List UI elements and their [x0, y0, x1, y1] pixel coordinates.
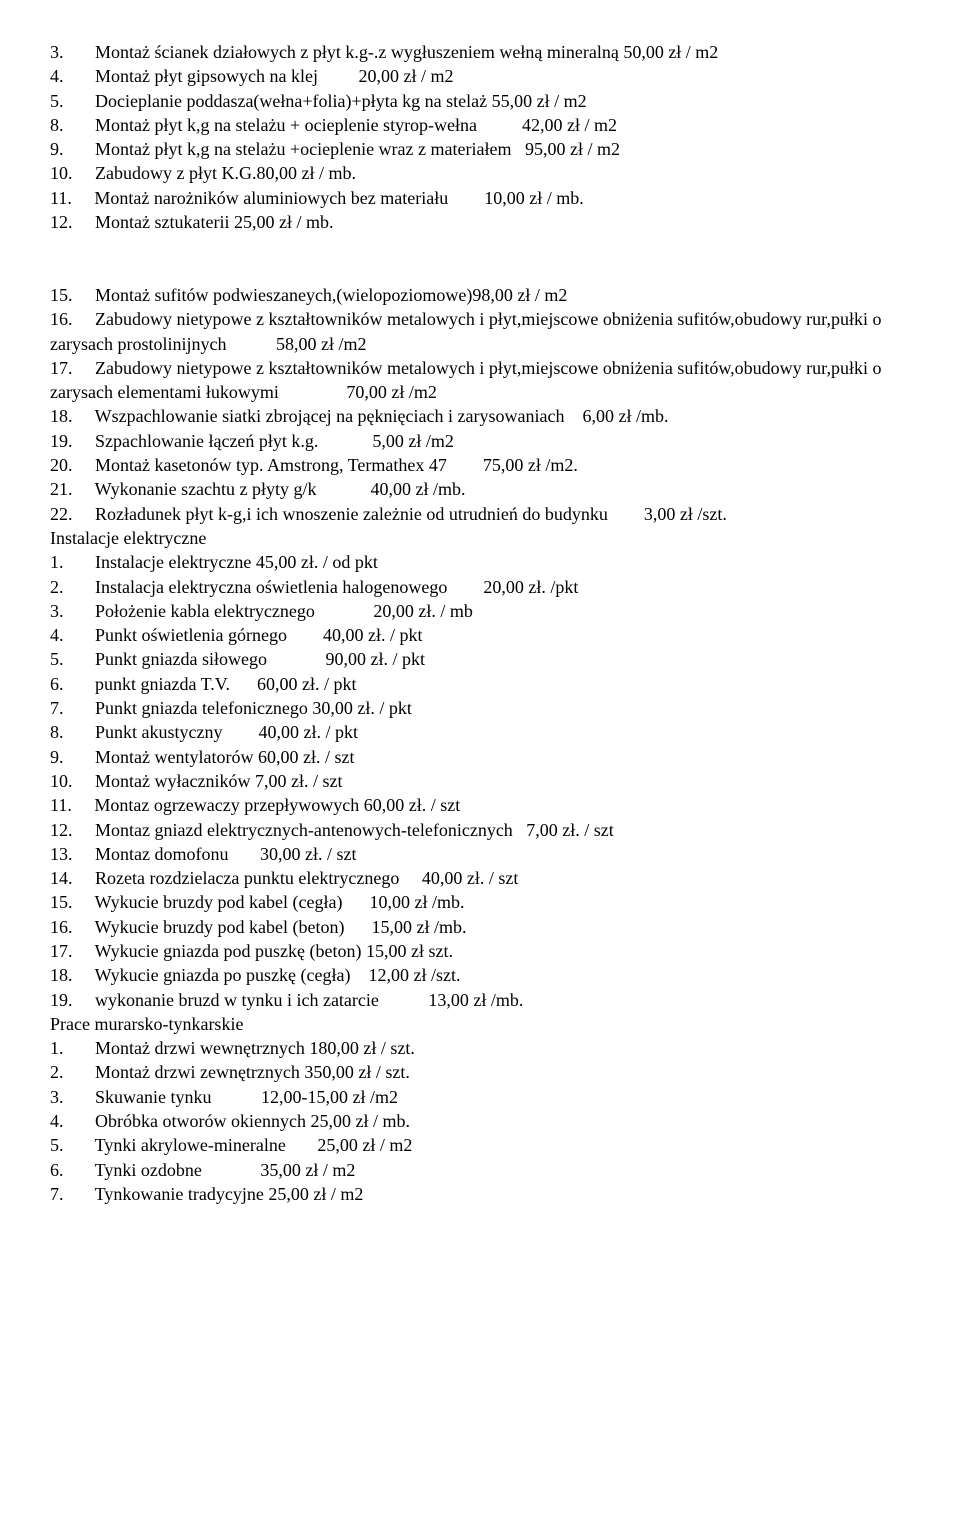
text-line: 19. Szpachlowanie łączeń płyt k.g. 5,00 …	[50, 429, 910, 453]
text-line: 7. Tynkowanie tradycyjne 25,00 zł / m2	[50, 1182, 910, 1206]
text-line: 8. Punkt akustyczny 40,00 zł. / pkt	[50, 720, 910, 744]
text-line: 7. Punkt gniazda telefonicznego 30,00 zł…	[50, 696, 910, 720]
text-line: 17. Wykucie gniazda pod puszkę (beton) 1…	[50, 939, 910, 963]
text-line: 5. Docieplanie poddasza(wełna+folia)+pły…	[50, 89, 910, 113]
text-line: 5. Tynki akrylowe-mineralne 25,00 zł / m…	[50, 1133, 910, 1157]
text-line: 14. Rozeta rozdzielacza punktu elektrycz…	[50, 866, 910, 890]
text-line: 12. Montaz gniazd elektrycznych-antenowy…	[50, 818, 910, 842]
text-line: 1. Montaż drzwi wewnętrznych 180,00 zł /…	[50, 1036, 910, 1060]
text-line: 18. Wykucie gniazda po puszkę (cegła) 12…	[50, 963, 910, 987]
document-body: 3. Montaż ścianek działowych z płyt k.g-…	[50, 40, 910, 1206]
text-line: Instalacje elektryczne	[50, 526, 910, 550]
text-line: 11. Montaż narożników aluminiowych bez m…	[50, 186, 910, 210]
text-line: 4. Obróbka otworów okiennych 25,00 zł / …	[50, 1109, 910, 1133]
text-line: 4. Montaż płyt gipsowych na klej 20,00 z…	[50, 64, 910, 88]
text-line: 15. Wykucie bruzdy pod kabel (cegła) 10,…	[50, 890, 910, 914]
text-line: 19. wykonanie bruzd w tynku i ich zatarc…	[50, 988, 910, 1012]
text-line: 12. Montaż sztukaterii 25,00 zł / mb.	[50, 210, 910, 234]
text-line: 20. Montaż kasetonów typ. Amstrong, Term…	[50, 453, 910, 477]
text-line: 3. Położenie kabla elektrycznego 20,00 z…	[50, 599, 910, 623]
text-line: 9. Montaż płyt k,g na stelażu +ociepleni…	[50, 137, 910, 161]
text-line: 3. Skuwanie tynku 12,00-15,00 zł /m2	[50, 1085, 910, 1109]
text-line: 10. Zabudowy z płyt K.G.80,00 zł / mb.	[50, 161, 910, 185]
text-line: 16. Wykucie bruzdy pod kabel (beton) 15,…	[50, 915, 910, 939]
text-line: 2. Montaż drzwi zewnętrznych 350,00 zł /…	[50, 1060, 910, 1084]
text-line	[50, 259, 910, 283]
text-line: 9. Montaż wentylatorów 60,00 zł. / szt	[50, 745, 910, 769]
text-line: 18. Wszpachlowanie siatki zbrojącej na p…	[50, 404, 910, 428]
text-line: 10. Montaż wyłaczników 7,00 zł. / szt	[50, 769, 910, 793]
text-line: 8. Montaż płyt k,g na stelażu + ocieplen…	[50, 113, 910, 137]
text-line: 15. Montaż sufitów podwieszaneych,(wielo…	[50, 283, 910, 307]
text-line: 17. Zabudowy nietypowe z kształtowników …	[50, 356, 910, 405]
text-line: 2. Instalacja elektryczna oświetlenia ha…	[50, 575, 910, 599]
text-line: 22. Rozładunek płyt k-g,i ich wnoszenie …	[50, 502, 910, 526]
text-line: 6. Tynki ozdobne 35,00 zł / m2	[50, 1158, 910, 1182]
text-line: 11. Montaz ogrzewaczy przepływowych 60,0…	[50, 793, 910, 817]
text-line: 13. Montaz domofonu 30,00 zł. / szt	[50, 842, 910, 866]
text-line: 4. Punkt oświetlenia górnego 40,00 zł. /…	[50, 623, 910, 647]
text-line: 1. Instalacje elektryczne 45,00 zł. / od…	[50, 550, 910, 574]
text-line: 21. Wykonanie szachtu z płyty g/k 40,00 …	[50, 477, 910, 501]
text-line: Prace murarsko-tynkarskie	[50, 1012, 910, 1036]
text-line: 16. Zabudowy nietypowe z kształtowników …	[50, 307, 910, 356]
text-line	[50, 234, 910, 258]
text-line: 6. punkt gniazda T.V. 60,00 zł. / pkt	[50, 672, 910, 696]
text-line: 3. Montaż ścianek działowych z płyt k.g-…	[50, 40, 910, 64]
text-line: 5. Punkt gniazda siłowego 90,00 zł. / pk…	[50, 647, 910, 671]
